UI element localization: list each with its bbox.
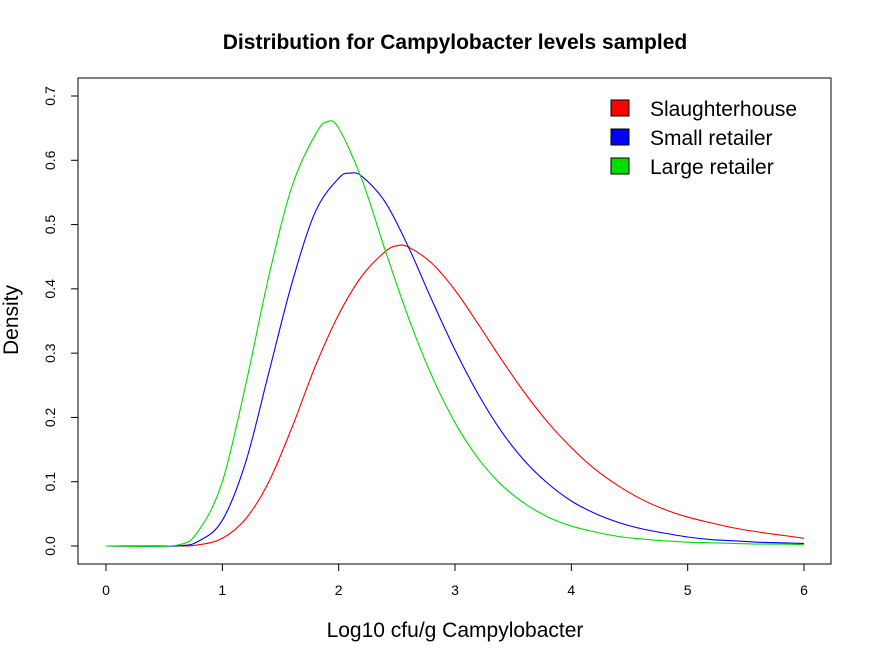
series-layer [105, 120, 805, 548]
y-tick-label: 0.6 [42, 150, 58, 170]
x-tick-label: 5 [684, 582, 692, 598]
x-axis-label: Log10 cfu/g Campylobacter [327, 619, 584, 642]
y-tick-label: 0.1 [42, 472, 58, 492]
y-tick-label: 0.0 [42, 536, 58, 556]
x-tick-label: 3 [451, 582, 459, 598]
y-tick-label: 0.3 [42, 343, 58, 363]
series-line-large-retailer [105, 120, 805, 548]
legend-swatch [610, 128, 630, 146]
legend-label: Small retailer [650, 127, 773, 150]
series-line-small-retailer [105, 172, 805, 547]
x-axis: 0 1 2 3 4 5 6 [102, 563, 808, 598]
legend-label: Slaughterhouse [650, 98, 797, 121]
x-tick-label: 1 [218, 582, 226, 598]
y-tick-label: 0.5 [42, 215, 58, 235]
y-axis-label: Density [0, 284, 23, 355]
y-tick-label: 0.7 [42, 86, 58, 106]
x-tick-label: 2 [335, 582, 343, 598]
chart-title: Distribution for Campylobacter levels sa… [223, 31, 687, 54]
y-tick-label: 0.4 [42, 279, 58, 299]
plot-frame [77, 77, 832, 565]
legend-swatch [610, 99, 630, 117]
legend-label: Large retailer [650, 156, 774, 179]
legend: Slaughterhouse Small retailer Large retail… [610, 98, 797, 179]
x-tick-label: 0 [102, 582, 110, 598]
x-tick-label: 4 [567, 582, 575, 598]
y-axis: 0.0 0.1 0.2 0.3 0.4 0.5 0.6 0.7 [42, 86, 79, 556]
legend-swatch [610, 157, 630, 175]
y-tick-label: 0.2 [42, 407, 58, 427]
x-tick-label: 6 [800, 582, 808, 598]
series-line-slaughterhouse [105, 244, 805, 547]
